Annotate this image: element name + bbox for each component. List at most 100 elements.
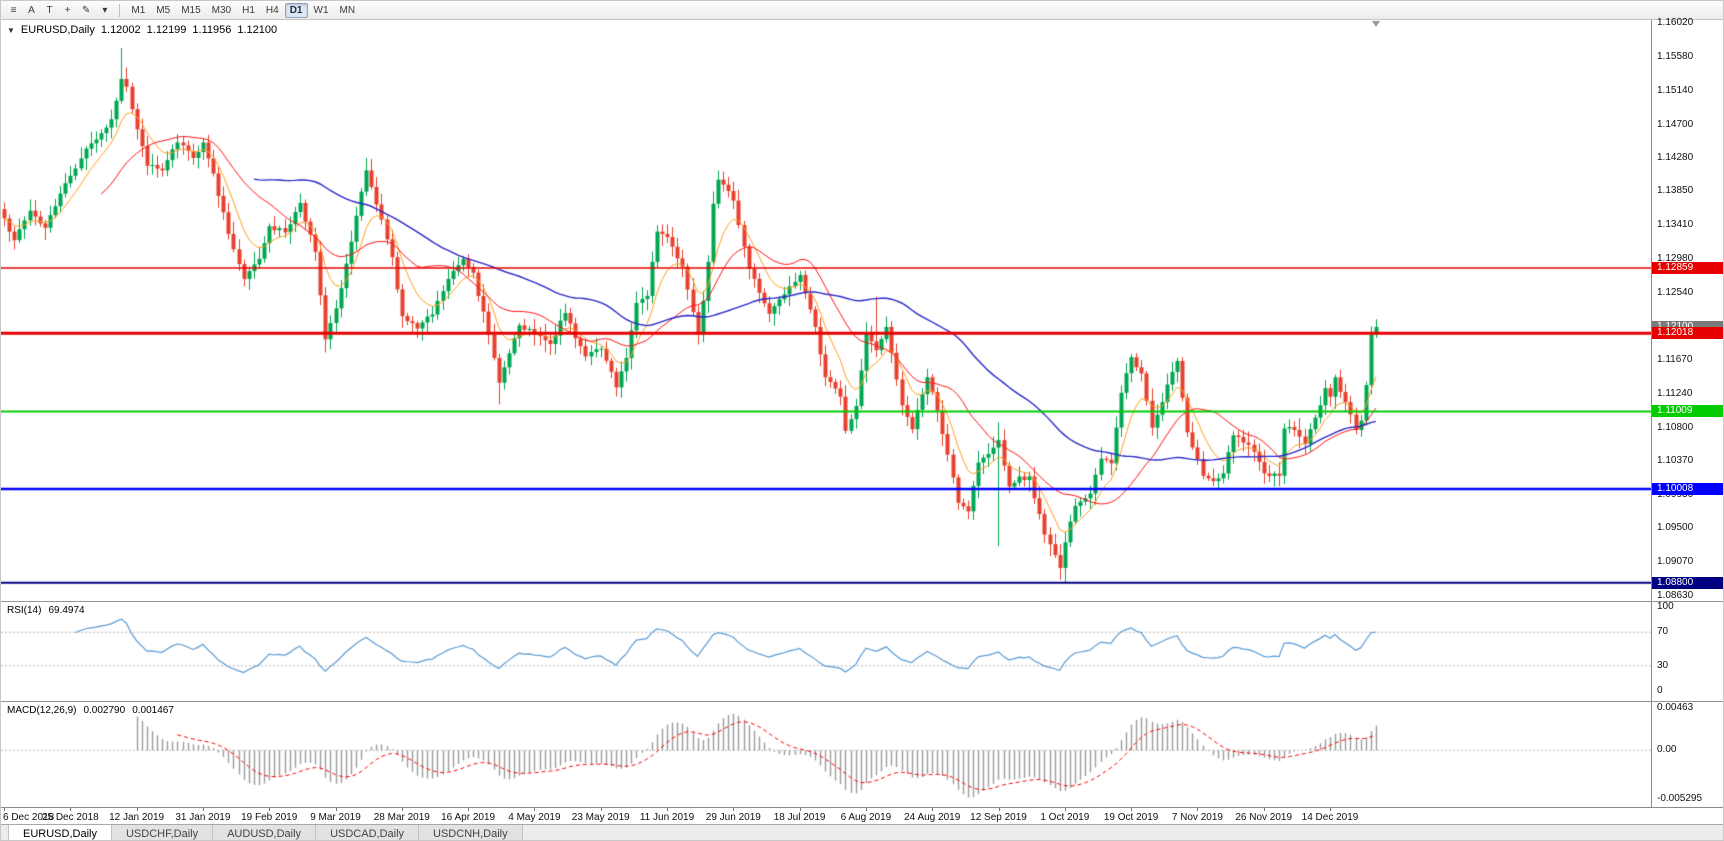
rsi-tick-label: 30 bbox=[1657, 659, 1669, 671]
crosshair-tool-icon[interactable]: + bbox=[64, 4, 71, 16]
macd-label-row: MACD(12,26,9) 0.002790 0.001467 bbox=[7, 705, 174, 716]
macd-tick-label: 0.00 bbox=[1657, 744, 1677, 756]
time-tick-label: 9 Mar 2019 bbox=[310, 812, 361, 823]
rsi-tick-label: 100 bbox=[1657, 601, 1674, 612]
draw-tools-icon[interactable]: ✎ bbox=[82, 4, 91, 16]
hline-price-badge: 1.08800 bbox=[1652, 576, 1723, 589]
time-tick-mark bbox=[932, 808, 934, 811]
time-tick-mark bbox=[269, 808, 271, 811]
timeframe-m30-button[interactable]: M30 bbox=[211, 4, 232, 16]
cursor-tool-icon[interactable]: A bbox=[28, 4, 35, 16]
price-axis[interactable]: 1.16020 1.15580 1.15140 1.14700 1.14280 1.138… bbox=[1651, 18, 1723, 601]
price-tick-label: 1.14280 bbox=[1657, 152, 1694, 163]
time-tick-mark bbox=[401, 808, 403, 811]
time-tick-label: 6 Dec 2018 bbox=[3, 812, 55, 823]
time-tick-mark bbox=[1197, 808, 1199, 811]
time-tick-mark bbox=[1064, 808, 1066, 811]
time-tick-label: 25 Dec 2018 bbox=[41, 812, 99, 823]
price-chart-panel: ▼ EURUSD,Daily 1.12002 1.12199 1.11956 1… bbox=[1, 18, 1723, 601]
time-tick-label: 29 Jun 2019 bbox=[705, 812, 761, 823]
time-tick-mark bbox=[998, 808, 1000, 811]
price-tick-label: 1.09070 bbox=[1657, 555, 1694, 567]
toolbar-separator bbox=[119, 3, 121, 17]
price-chart-canvas[interactable] bbox=[1, 20, 1653, 601]
time-axis[interactable]: 6 Dec 2018 25 Dec 2018 12 Jan 2019 31 Jan 2… bbox=[1, 807, 1723, 824]
time-tick-label: 26 Nov 2019 bbox=[1235, 812, 1293, 823]
timeframe-h4-button[interactable]: H4 bbox=[265, 4, 279, 16]
time-tick-mark bbox=[1263, 808, 1265, 811]
chart-tabs-bar: EURUSD,Daily USDCHF,Daily AUDUSD,Daily USDC… bbox=[1, 824, 1723, 840]
timeframe-m15-button[interactable]: M15 bbox=[181, 4, 201, 16]
time-tick-label: 12 Jan 2019 bbox=[109, 812, 165, 823]
macd-main-value: 0.002790 bbox=[83, 705, 126, 716]
time-tick-label: 6 Aug 2019 bbox=[840, 812, 892, 823]
timeframe-m5-button[interactable]: M5 bbox=[156, 4, 171, 16]
time-tick-mark bbox=[799, 808, 801, 811]
high-value: 1.12199 bbox=[146, 24, 187, 36]
timeframe-m1-button[interactable]: M1 bbox=[131, 4, 146, 16]
price-tick-label: 1.15580 bbox=[1657, 51, 1694, 63]
time-tick-mark bbox=[534, 808, 536, 811]
rsi-canvas[interactable] bbox=[1, 602, 1653, 701]
time-tick-label: 4 May 2019 bbox=[508, 812, 561, 823]
chart-tab-usdcnh[interactable]: USDCNH,Daily bbox=[419, 825, 523, 840]
time-tick-label: 28 Mar 2019 bbox=[373, 812, 430, 823]
time-tick-label: 12 Sep 2019 bbox=[970, 812, 1027, 823]
time-tick-mark bbox=[70, 808, 72, 811]
time-tick-label: 7 Nov 2019 bbox=[1171, 812, 1223, 823]
macd-canvas[interactable] bbox=[1, 702, 1653, 807]
macd-title: MACD(12,26,9) bbox=[7, 705, 77, 716]
rsi-title: RSI(14) bbox=[7, 605, 42, 616]
price-tick-label: 1.13410 bbox=[1657, 219, 1694, 231]
quote-header: ▼ EURUSD,Daily 1.12002 1.12199 1.11956 1… bbox=[7, 24, 277, 36]
rsi-current-value: 69.4974 bbox=[48, 605, 85, 616]
chart-tab-usdchf[interactable]: USDCHF,Daily bbox=[111, 825, 214, 840]
tab-scroll-area[interactable] bbox=[1, 825, 9, 840]
low-value: 1.11956 bbox=[192, 24, 232, 36]
time-tick-label: 24 Aug 2019 bbox=[904, 812, 961, 823]
chart-toolbar: ≡ A T + ✎ ▾ M1 M5 M15 M30 H1 H4 D1 W1 MN bbox=[1, 1, 1723, 20]
dropdown-arrow-icon[interactable]: ▾ bbox=[102, 4, 108, 16]
price-tick-label: 1.08630 bbox=[1657, 589, 1694, 601]
price-tick-label: 1.11240 bbox=[1657, 387, 1693, 399]
price-tick-label: 1.12540 bbox=[1657, 286, 1694, 298]
chart-tab-audusd[interactable]: AUDUSD,Daily bbox=[213, 825, 317, 840]
chart-tab-eurusd[interactable]: EURUSD,Daily bbox=[9, 825, 112, 840]
time-tick-mark bbox=[1131, 808, 1133, 811]
timeframe-mn-button[interactable]: MN bbox=[339, 4, 356, 16]
macd-indicator-panel: MACD(12,26,9) 0.002790 0.001467 0.00463 0… bbox=[1, 701, 1723, 807]
rsi-label-row: RSI(14) 69.4974 bbox=[7, 605, 85, 616]
time-tick-label: 31 Jan 2019 bbox=[175, 812, 231, 823]
time-tick-mark bbox=[600, 808, 602, 811]
macd-tick-label: 0.00463 bbox=[1657, 701, 1694, 713]
price-tick-label: 1.15140 bbox=[1657, 85, 1694, 97]
chart-shift-marker-icon[interactable] bbox=[1371, 21, 1380, 27]
symbol-period-label: EURUSD,Daily bbox=[20, 24, 95, 36]
time-tick-label: 19 Oct 2019 bbox=[1103, 812, 1159, 823]
time-tick-label: 18 Jul 2019 bbox=[773, 812, 826, 823]
time-tick-mark bbox=[4, 808, 5, 811]
rsi-tick-label: 70 bbox=[1657, 626, 1669, 638]
macd-axis[interactable]: 0.00463 0.00 -0.005295 bbox=[1651, 702, 1723, 807]
time-tick-mark bbox=[667, 808, 668, 811]
macd-signal-value: 0.001467 bbox=[132, 705, 174, 716]
time-tick-mark bbox=[1330, 808, 1331, 811]
timeframe-w1-button[interactable]: W1 bbox=[313, 4, 329, 16]
time-tick-label: 14 Dec 2019 bbox=[1301, 812, 1359, 823]
time-tick-mark bbox=[468, 808, 470, 811]
price-tick-label: 1.11670 bbox=[1657, 354, 1693, 366]
time-tick-mark bbox=[733, 808, 735, 811]
rsi-indicator-panel: RSI(14) 69.4974 100 70 30 0 bbox=[1, 601, 1723, 701]
time-tick-mark bbox=[202, 808, 204, 811]
timeframe-d1-button[interactable]: D1 bbox=[284, 2, 308, 18]
time-tick-mark bbox=[865, 808, 867, 811]
close-value: 1.12100 bbox=[237, 24, 278, 36]
text-tool-icon[interactable]: T bbox=[46, 4, 53, 16]
charts-list-icon[interactable]: ≡ bbox=[10, 4, 17, 16]
time-tick-label: 19 Feb 2019 bbox=[241, 812, 298, 823]
chart-tab-usdcad[interactable]: USDCAD,Daily bbox=[316, 825, 420, 840]
collapse-arrow-icon[interactable]: ▼ bbox=[7, 25, 15, 35]
rsi-axis[interactable]: 100 70 30 0 bbox=[1651, 602, 1723, 701]
timeframe-h1-button[interactable]: H1 bbox=[242, 4, 255, 16]
